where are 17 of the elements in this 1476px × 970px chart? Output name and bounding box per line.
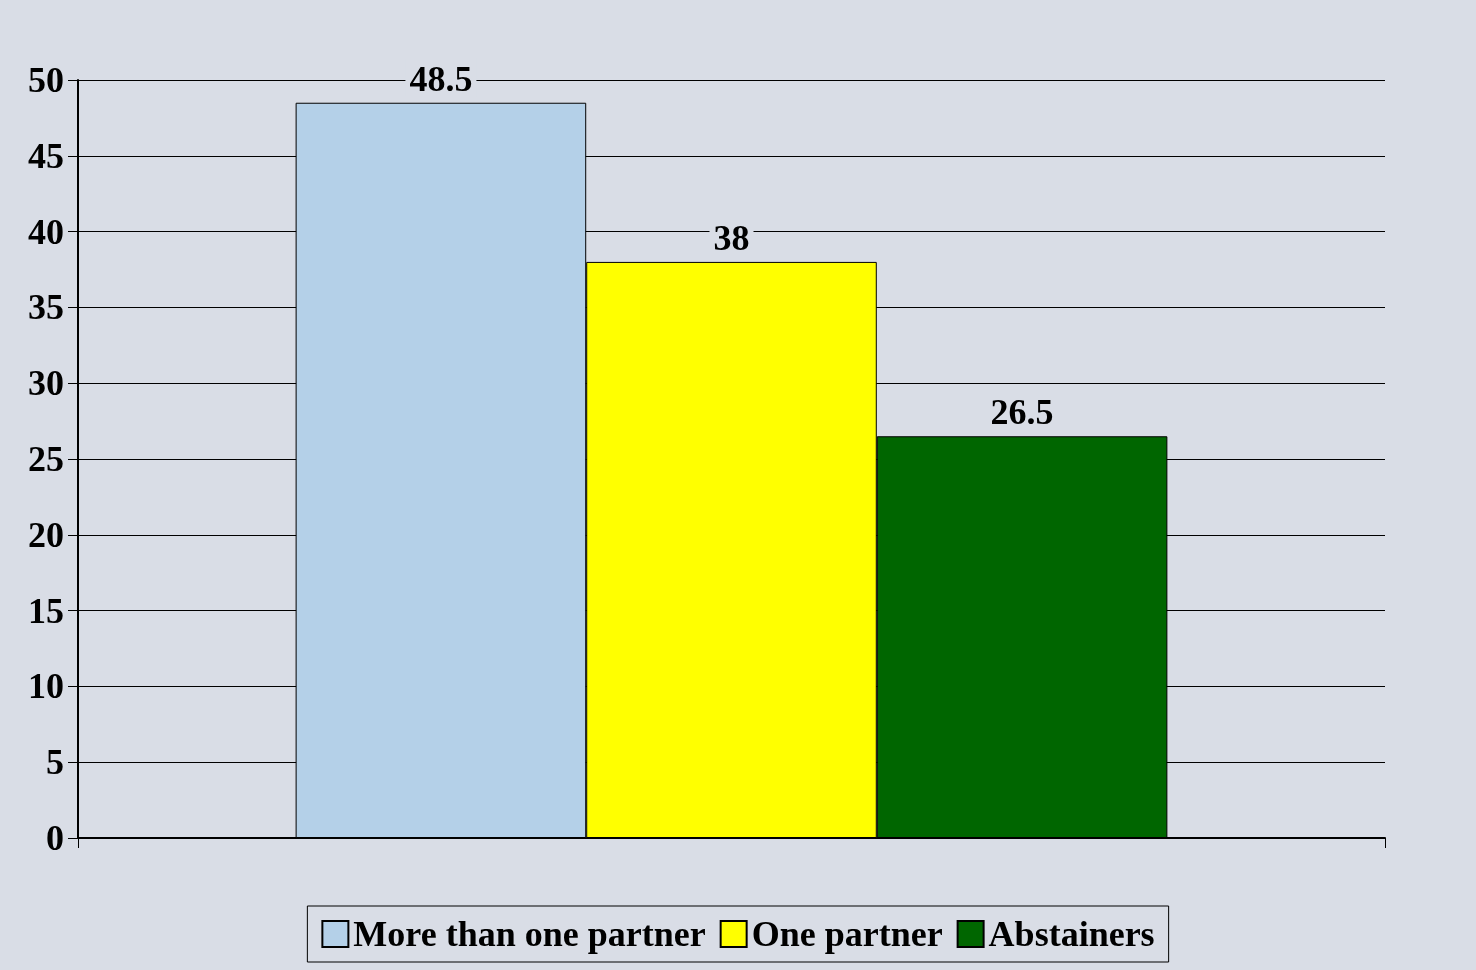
y-tick-label: 15 xyxy=(28,590,64,631)
y-tick-label: 0 xyxy=(46,818,64,858)
y-tick-label: 10 xyxy=(28,666,64,707)
y-tick-label: 40 xyxy=(28,211,64,252)
y-tick-label: 5 xyxy=(46,742,64,783)
y-tick-label: 45 xyxy=(28,135,64,176)
data-label: 48.5 xyxy=(409,58,473,99)
y-tick-label: 50 xyxy=(28,60,64,100)
legend-label: One partner xyxy=(751,914,943,954)
y-tick-label: 30 xyxy=(28,363,64,404)
legend-label: Abstainers xyxy=(988,914,1155,954)
legend-label: More than one partner xyxy=(353,914,706,954)
data-label: 26.5 xyxy=(990,392,1054,433)
y-tick-label: 35 xyxy=(28,287,64,328)
data-label: 38 xyxy=(713,217,750,258)
y-tick-label: 25 xyxy=(28,439,64,479)
y-tick-label: 20 xyxy=(28,514,64,555)
